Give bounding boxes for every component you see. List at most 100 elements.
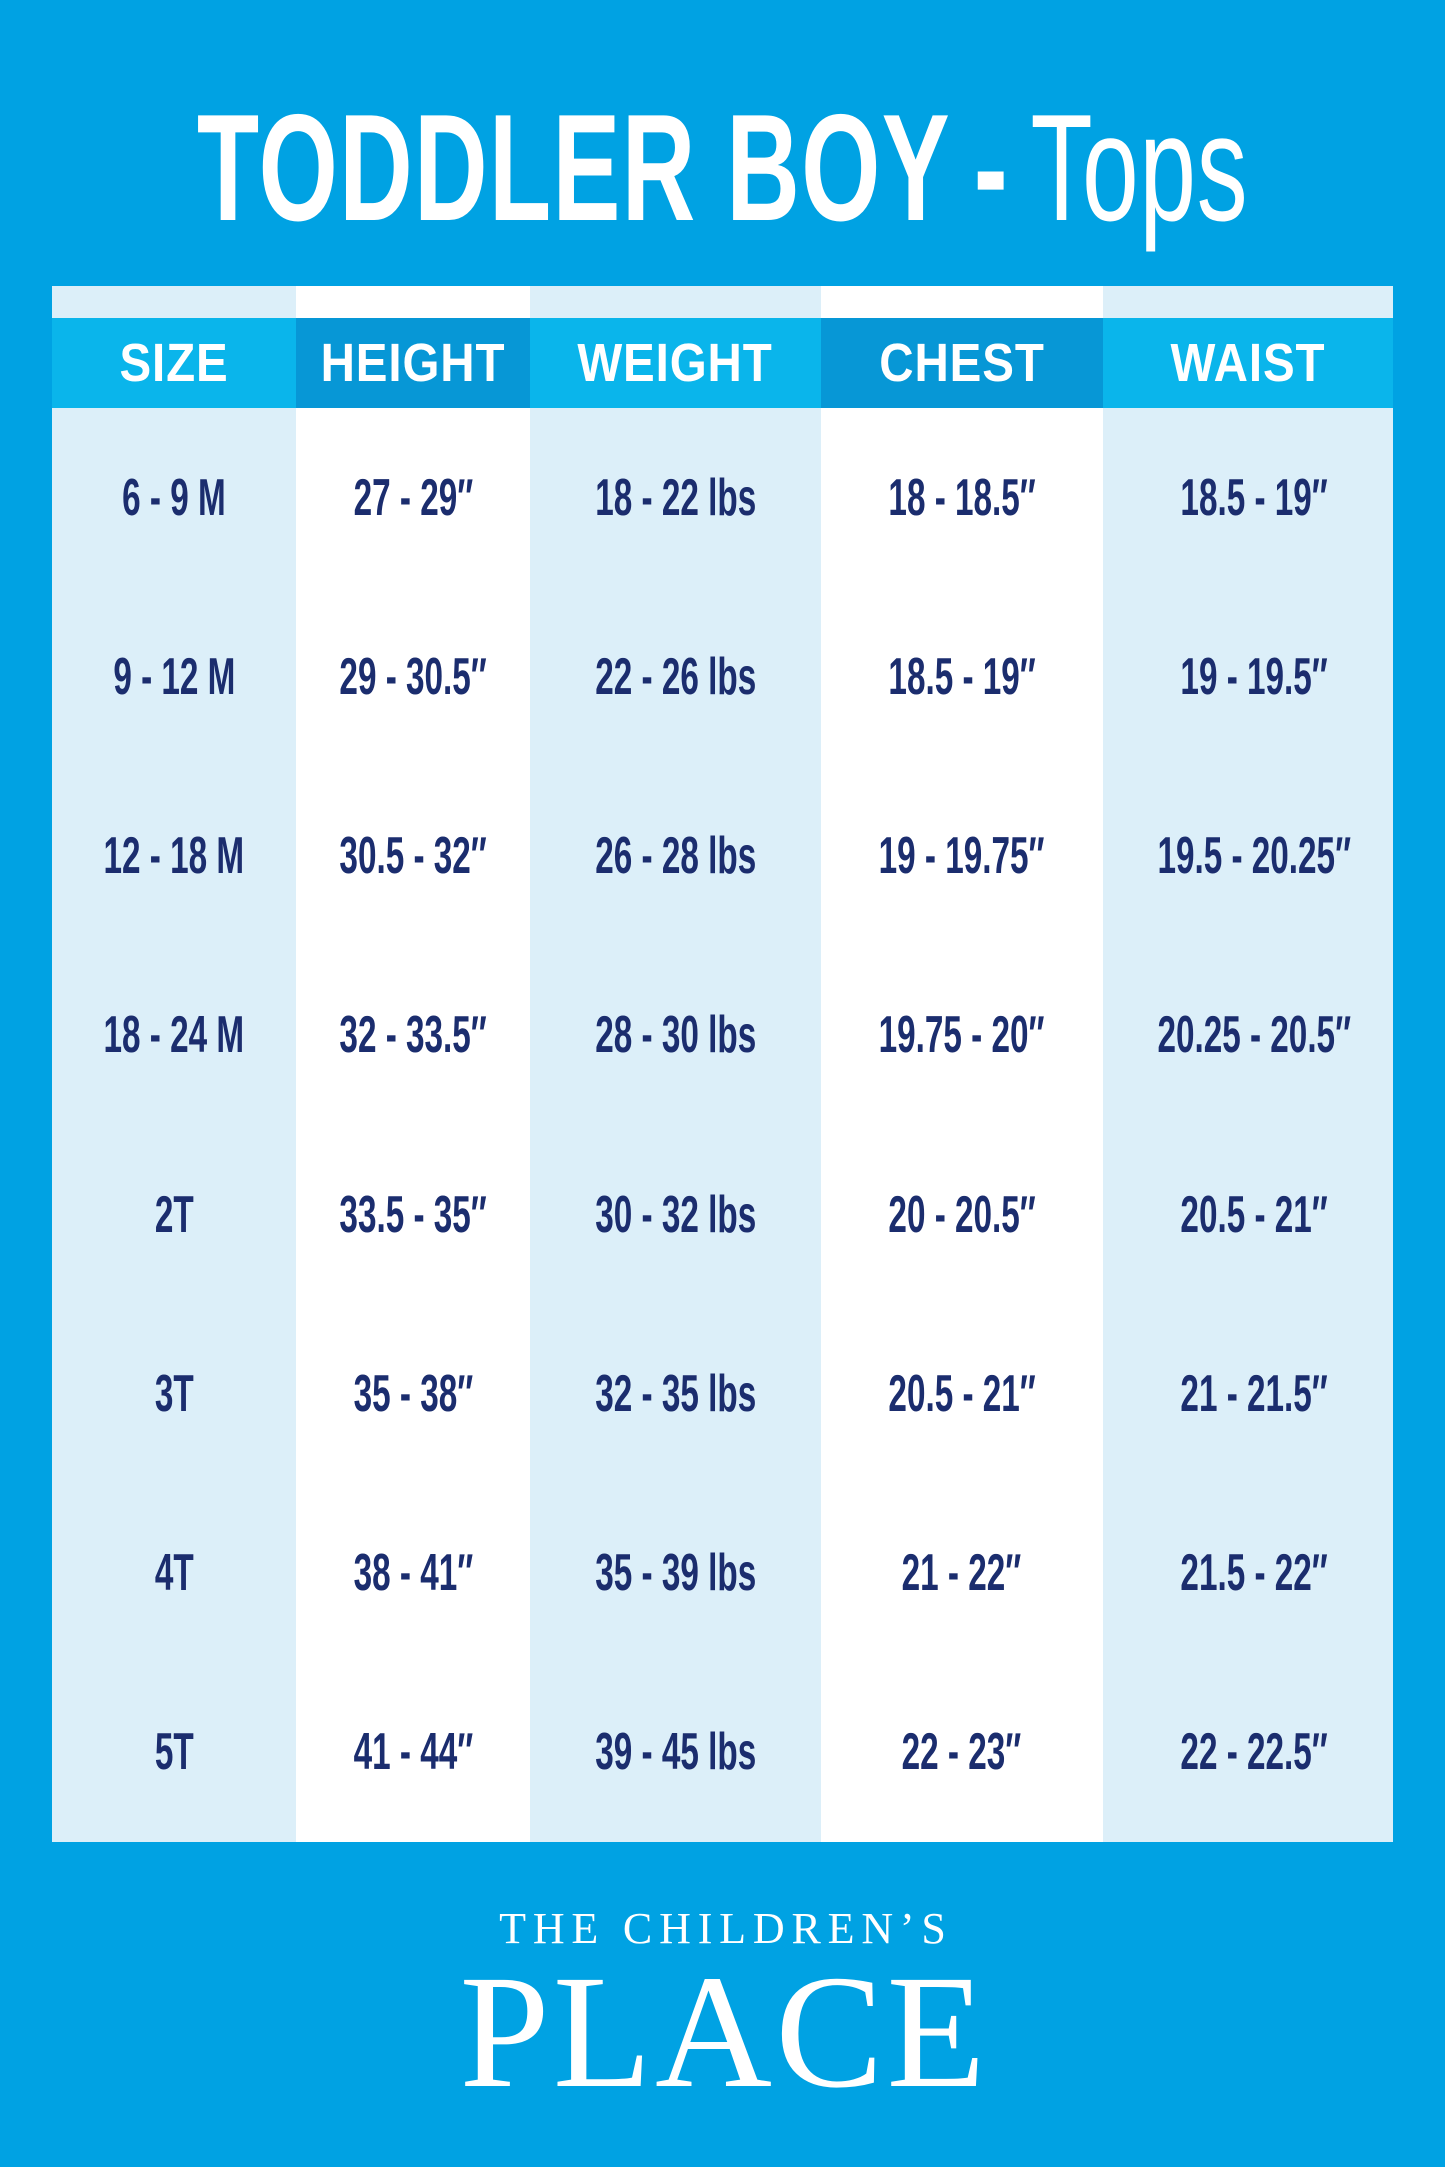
table-cell: 18 - 22 lbs: [530, 408, 820, 587]
table-body: 6 - 9 M 9 - 12 M 12 - 18 M 18 - 24 M 2T …: [52, 408, 1393, 1842]
table-cell: 39 - 45 lbs: [530, 1663, 820, 1842]
column-header-waist: WAIST: [1102, 318, 1393, 408]
column-header-chest: CHEST: [820, 318, 1103, 408]
cell-value: 38 - 41″: [353, 1544, 474, 1603]
cell-value: 30.5 - 32″: [339, 827, 487, 886]
column-weight: 18 - 22 lbs 22 - 26 lbs 26 - 28 lbs 28 -…: [530, 408, 821, 1842]
table-cell: 20.5 - 21″: [1103, 1125, 1405, 1304]
tint-waist-column: [1102, 286, 1393, 318]
table-cell: 28 - 30 lbs: [530, 946, 820, 1125]
column-header-waist-label: WAIST: [1170, 333, 1326, 393]
table-cell: 19 - 19.75″: [821, 767, 1103, 946]
cell-value: 12 - 18 M: [103, 827, 245, 886]
column-header-weight-label: WEIGHT: [577, 333, 774, 393]
table-cell: 30 - 32 lbs: [530, 1125, 820, 1304]
cell-value: 19 - 19.5″: [1180, 647, 1328, 706]
cell-value: 22 - 22.5″: [1180, 1723, 1328, 1782]
cell-value: 19 - 19.75″: [878, 827, 1045, 886]
table-cell: 33.5 - 35″: [296, 1125, 530, 1304]
column-height: 27 - 29″ 29 - 30.5″ 30.5 - 32″ 32 - 33.5…: [296, 408, 531, 1842]
table-cell: 4T: [52, 1484, 296, 1663]
title-separator: -: [973, 83, 1008, 253]
table-cell: 21.5 - 22″: [1103, 1484, 1405, 1663]
cell-value: 22 - 23″: [901, 1723, 1022, 1782]
cell-value: 26 - 28 lbs: [594, 827, 756, 886]
table-cell: 22 - 26 lbs: [530, 587, 820, 766]
table-cell: 32 - 33.5″: [296, 946, 530, 1125]
table-cell: 12 - 18 M: [52, 767, 296, 946]
table-cell: 35 - 39 lbs: [530, 1484, 820, 1663]
table-cell: 29 - 30.5″: [296, 587, 530, 766]
title-category: TODDLER BOY: [196, 83, 951, 253]
cell-value: 27 - 29″: [353, 468, 474, 527]
cell-value: 5T: [154, 1723, 194, 1782]
column-chest: 18 - 18.5″ 18.5 - 19″ 19 - 19.75″ 19.75 …: [820, 408, 1103, 1842]
table-cell: 26 - 28 lbs: [530, 767, 820, 946]
table-cell: 6 - 9 M: [52, 408, 296, 587]
cell-value: 18 - 24 M: [103, 1006, 245, 1065]
table-cell: 9 - 12 M: [52, 587, 296, 766]
cell-value: 41 - 44″: [353, 1723, 474, 1782]
column-tint-strip: [52, 286, 1393, 318]
table-header-row: SIZE HEIGHT WEIGHT CHEST WAIST: [52, 318, 1393, 408]
cell-value: 35 - 38″: [353, 1364, 474, 1423]
cell-value: 33.5 - 35″: [339, 1185, 487, 1244]
column-header-size: SIZE: [52, 318, 297, 408]
table-cell: 18.5 - 19″: [821, 587, 1103, 766]
cell-value: 35 - 39 lbs: [594, 1544, 756, 1603]
size-table: SIZE HEIGHT WEIGHT CHEST WAIST 6 - 9 M 9…: [52, 286, 1393, 1842]
table-cell: 32 - 35 lbs: [530, 1304, 820, 1483]
cell-value: 21.5 - 22″: [1180, 1544, 1328, 1603]
table-cell: 18 - 18.5″: [821, 408, 1103, 587]
cell-value: 6 - 9 M: [122, 468, 226, 527]
column-header-chest-label: CHEST: [878, 333, 1045, 393]
cell-value: 28 - 30 lbs: [594, 1006, 756, 1065]
table-cell: 41 - 44″: [296, 1663, 530, 1842]
cell-value: 3T: [154, 1364, 194, 1423]
cell-value: 32 - 35 lbs: [594, 1364, 756, 1423]
column-waist: 18.5 - 19″ 19 - 19.5″ 19.5 - 20.25″ 20.2…: [1102, 408, 1393, 1842]
tint-weight-column: [530, 286, 821, 318]
cell-value: 18 - 22 lbs: [594, 468, 756, 527]
table-cell: 27 - 29″: [296, 408, 530, 587]
column-header-weight: WEIGHT: [530, 318, 821, 408]
cell-value: 39 - 45 lbs: [594, 1723, 756, 1782]
table-cell: 19.75 - 20″: [821, 946, 1103, 1125]
table-cell: 22 - 22.5″: [1103, 1663, 1405, 1842]
table-cell: 21 - 22″: [821, 1484, 1103, 1663]
page-title-text: TODDLER BOY - Tops: [197, 88, 1248, 248]
column-size: 6 - 9 M 9 - 12 M 12 - 18 M 18 - 24 M 2T …: [52, 408, 297, 1842]
table-cell: 35 - 38″: [296, 1304, 530, 1483]
cell-value: 18 - 18.5″: [887, 468, 1036, 527]
tint-chest-column: [820, 286, 1103, 318]
cell-value: 32 - 33.5″: [339, 1006, 487, 1065]
table-cell: 20.25 - 20.5″: [1103, 946, 1405, 1125]
page-title: TODDLER BOY - Tops: [0, 88, 1445, 248]
table-cell: 18.5 - 19″: [1103, 408, 1405, 587]
column-header-height-label: HEIGHT: [320, 333, 506, 393]
cell-value: 18.5 - 19″: [887, 647, 1036, 706]
cell-value: 21 - 21.5″: [1180, 1364, 1328, 1423]
column-header-height: HEIGHT: [296, 318, 531, 408]
cell-value: 20.25 - 20.5″: [1157, 1006, 1351, 1065]
table-cell: 20.5 - 21″: [821, 1304, 1103, 1483]
cell-value: 19.5 - 20.25″: [1157, 827, 1351, 886]
cell-value: 4T: [154, 1544, 194, 1603]
tint-height-column: [296, 286, 531, 318]
table-cell: 20 - 20.5″: [821, 1125, 1103, 1304]
table-cell: 5T: [52, 1663, 296, 1842]
brand-logo-line1: THE CHILDREN’S: [499, 1904, 953, 1953]
table-cell: 19 - 19.5″: [1103, 587, 1405, 766]
table-cell: 19.5 - 20.25″: [1103, 767, 1405, 946]
brand-logo-line2: PLACE: [459, 1943, 989, 2122]
cell-value: 30 - 32 lbs: [594, 1185, 756, 1244]
cell-value: 21 - 22″: [901, 1544, 1022, 1603]
cell-value: 22 - 26 lbs: [594, 647, 756, 706]
cell-value: 20.5 - 21″: [887, 1364, 1036, 1423]
table-cell: 3T: [52, 1304, 296, 1483]
column-header-size-label: SIZE: [119, 333, 229, 393]
table-cell: 38 - 41″: [296, 1484, 530, 1663]
cell-value: 18.5 - 19″: [1180, 468, 1328, 527]
cell-value: 2T: [154, 1185, 194, 1244]
